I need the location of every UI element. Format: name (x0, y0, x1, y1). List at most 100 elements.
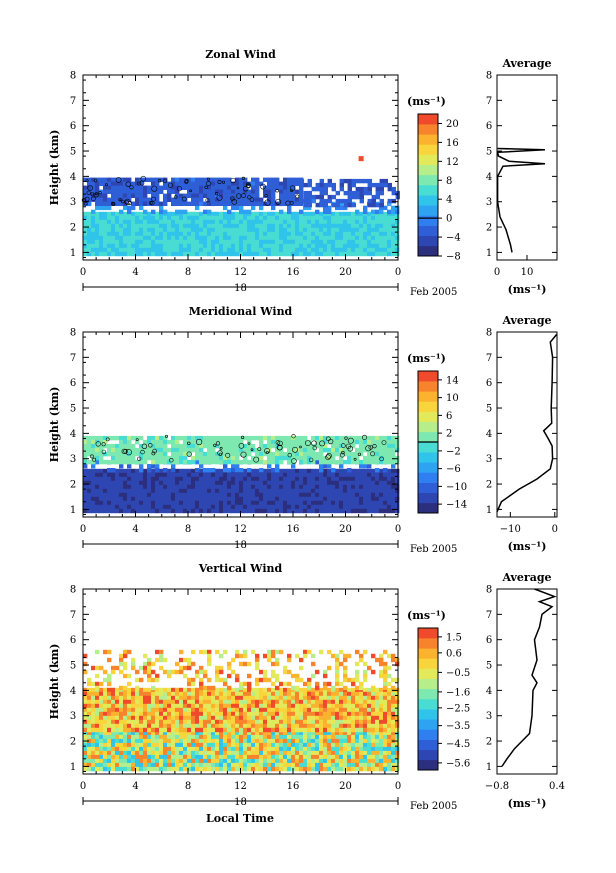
heatmap-cell (283, 211, 288, 217)
heatmap-cell (363, 758, 368, 764)
heatmap-cell (391, 239, 396, 245)
heatmap-cell (83, 243, 88, 249)
heatmap-cell (179, 223, 184, 229)
heatmap-cell (87, 734, 92, 740)
heatmap-cell (279, 459, 284, 465)
heatmap-cell (183, 492, 188, 498)
heatmap-cell (159, 746, 164, 752)
heatmap-cell (355, 508, 360, 514)
heatmap-cell (311, 223, 316, 229)
heatmap-cell (207, 476, 212, 482)
heatmap-cell (287, 750, 292, 756)
heatmap-cell (203, 730, 208, 736)
heatmap-cell (231, 703, 236, 709)
heatmap-cell (239, 201, 244, 206)
heatmap-cell (143, 219, 148, 225)
heatmap-cell (383, 227, 388, 233)
heatmap-cell (139, 476, 144, 482)
heatmap-cell (275, 455, 280, 461)
heatmap-cell (359, 468, 364, 474)
zero-contour (246, 183, 251, 188)
colorbar-swatch (418, 492, 438, 504)
heatmap-cell (379, 182, 384, 188)
heatmap-cell (87, 488, 92, 494)
x-tick-label: 4 (132, 524, 138, 535)
heatmap-cell (387, 750, 392, 756)
heatmap-cell (275, 742, 280, 748)
zero-contour (95, 192, 98, 195)
heatmap-cell (375, 451, 380, 457)
heatmap-cell (143, 251, 148, 257)
heatmap-cell (327, 691, 332, 697)
heatmap-cell (203, 699, 208, 705)
heatmap-cell (107, 185, 112, 190)
heatmap-cell (199, 219, 204, 225)
heatmap-cell (139, 762, 144, 768)
heatmap-cell (363, 484, 368, 490)
heatmap-cell (323, 699, 328, 705)
heatmap-cell (391, 459, 396, 465)
heatmap-cell (171, 484, 176, 490)
heatmap-cell (163, 181, 168, 186)
heatmap-cell (395, 219, 400, 225)
heatmap-cell (183, 707, 188, 713)
heatmap-cell (243, 219, 248, 225)
heatmap-cell (275, 699, 280, 705)
heatmap-cell (283, 231, 288, 237)
date-label: Feb 2005 (410, 287, 457, 298)
heatmap-cell (87, 181, 92, 186)
heatmap-cell (323, 472, 328, 478)
heatmap-cell (151, 500, 156, 506)
heatmap-cell (139, 754, 144, 760)
heatmap-cell (243, 691, 248, 697)
heatmap-cell (99, 231, 104, 237)
heatmap-cell (211, 691, 216, 697)
heatmap-cell (295, 754, 300, 760)
heatmap-cell (91, 691, 96, 697)
heatmap-cell (115, 215, 120, 221)
heatmap-cell (339, 723, 344, 729)
heatmap-cell (207, 201, 212, 206)
heatmap-cell (99, 730, 104, 736)
heatmap-cell (307, 488, 312, 494)
heatmap-cell (323, 715, 328, 721)
heatmap-cell (143, 443, 148, 449)
colorbar-tick-label: 20 (446, 119, 459, 130)
heatmap-cell (255, 730, 260, 736)
heatmap-cell (395, 227, 400, 233)
heatmap-cell (115, 484, 120, 490)
heatmap-cell (295, 435, 300, 441)
heatmap-cell (295, 484, 300, 490)
heatmap-cell (95, 472, 100, 478)
heatmap-cell (211, 727, 216, 733)
heatmap-cell (107, 205, 112, 211)
heatmap-cell (91, 504, 96, 510)
heatmap-cell (347, 227, 352, 233)
heatmap-cell (307, 715, 312, 721)
heatmap-cell (179, 707, 184, 713)
heatmap-cell (323, 223, 328, 229)
heatmap-cell (91, 734, 96, 740)
heatmap-cell (359, 496, 364, 502)
heatmap-cell (147, 185, 152, 190)
heatmap-cell (235, 766, 240, 772)
heatmap-cell (147, 443, 152, 449)
heatmap-cell (327, 178, 332, 184)
heatmap-cell (195, 699, 200, 705)
heatmap-cell (367, 235, 372, 241)
heatmap-cell (159, 766, 164, 772)
heatmap-cell (191, 711, 196, 717)
heatmap-cell (283, 189, 288, 194)
heatmap-cell (159, 738, 164, 744)
heatmap-cell (239, 508, 244, 514)
heatmap-cell (95, 219, 100, 225)
heatmap-cell (335, 707, 340, 713)
heatmap-cell (315, 439, 320, 445)
heatmap-cell (115, 762, 120, 768)
heatmap-cell (143, 715, 148, 721)
heatmap-cell (175, 215, 180, 221)
heatmap-cell (235, 500, 240, 506)
heatmap-cell (99, 723, 104, 729)
